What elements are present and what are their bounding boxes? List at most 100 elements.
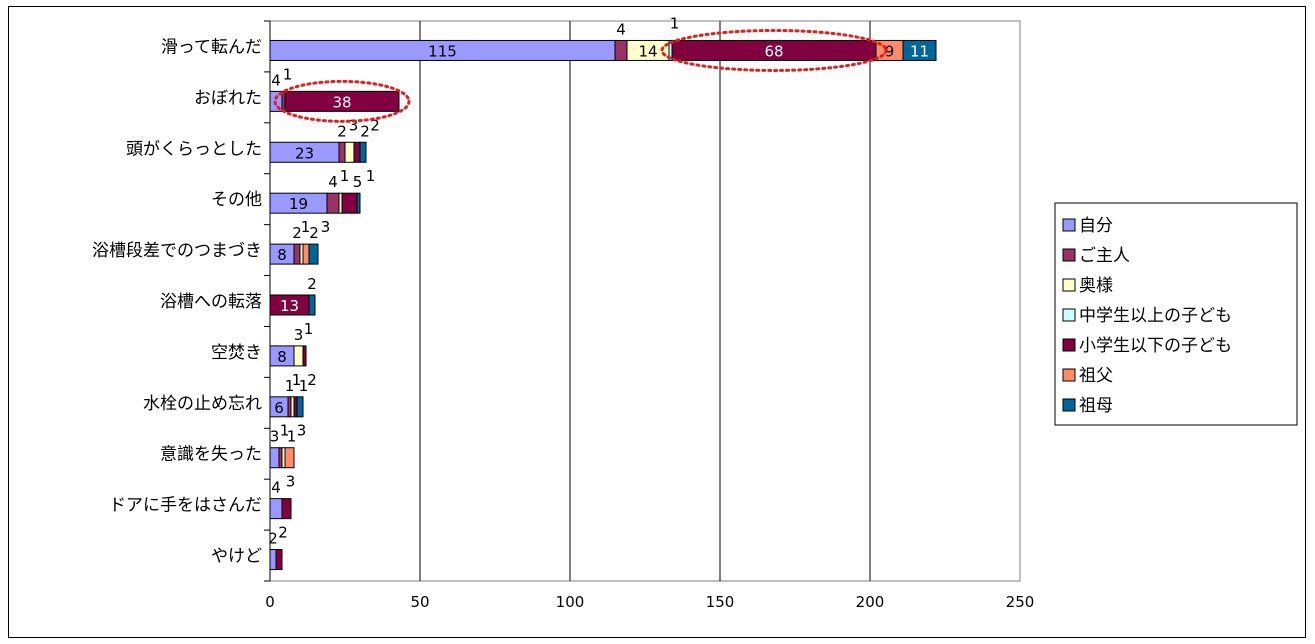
legend-swatch xyxy=(1062,278,1076,292)
legend-label: 自分 xyxy=(1079,216,1113,236)
data-label: 1 xyxy=(304,320,314,338)
x-tick-label: 250 xyxy=(1006,593,1035,611)
bar-segment xyxy=(356,192,361,214)
data-label: 9 xyxy=(885,42,895,60)
legend-label: 祖母 xyxy=(1079,396,1113,416)
data-label: 8 xyxy=(277,348,287,366)
data-label: 1 xyxy=(280,422,290,440)
legend-swatch xyxy=(1062,308,1076,322)
legend-swatch xyxy=(1062,368,1076,382)
bar-segment xyxy=(359,141,367,163)
x-tick-label: 150 xyxy=(706,593,735,611)
data-label: 1 xyxy=(299,377,309,395)
data-label: 1 xyxy=(366,167,376,185)
x-tick-label: 50 xyxy=(410,593,429,611)
bar-segment xyxy=(284,90,400,112)
data-label: 14 xyxy=(638,42,657,60)
bar-segment xyxy=(344,141,355,163)
data-label: 2 xyxy=(370,116,380,134)
data-label: 1 xyxy=(292,371,302,389)
data-label: 3 xyxy=(270,428,280,446)
bar-segment xyxy=(353,141,361,163)
bar-segment xyxy=(341,192,358,214)
data-label: 4 xyxy=(616,20,626,38)
legend-swatch xyxy=(1062,248,1076,262)
data-label: 2 xyxy=(292,224,302,242)
data-label: 3 xyxy=(297,422,307,440)
category-label: 水栓の止め忘れ xyxy=(143,394,262,414)
data-label: 1 xyxy=(287,428,297,446)
legend-swatch xyxy=(1062,338,1076,352)
bar-segment xyxy=(308,294,316,316)
bar-segment xyxy=(281,498,292,520)
legend-box xyxy=(1054,202,1298,426)
bar-segment xyxy=(296,396,304,418)
category-label: おぼれた xyxy=(194,88,262,108)
data-label: 1 xyxy=(301,218,311,236)
bar-segment xyxy=(275,549,283,571)
legend-label: ご主人 xyxy=(1079,246,1130,266)
legend-swatch xyxy=(1062,398,1076,412)
data-label: 3 xyxy=(349,116,359,134)
category-label: 浴槽への転落 xyxy=(160,292,262,312)
bar-segment xyxy=(293,243,301,265)
data-label: 2 xyxy=(360,122,370,140)
legend-label: 奥様 xyxy=(1079,276,1113,296)
highlight-ring xyxy=(660,28,888,72)
data-label: 6 xyxy=(274,399,284,417)
data-label: 2 xyxy=(309,224,319,242)
bar-segment xyxy=(269,549,277,571)
bar-segment xyxy=(326,192,340,214)
data-label: 3 xyxy=(321,218,331,236)
category-label: その他 xyxy=(211,190,262,210)
data-label: 5 xyxy=(353,173,363,191)
bar-segment xyxy=(269,447,280,469)
data-label: 2 xyxy=(307,275,317,293)
data-label: 19 xyxy=(289,195,308,213)
data-label: 115 xyxy=(428,42,457,60)
category-label: 浴槽段差でのつまづき xyxy=(92,241,262,261)
data-label: 4 xyxy=(328,173,338,191)
category-label: 滑って転んだ xyxy=(161,37,262,57)
data-label: 4 xyxy=(271,479,281,497)
category-label: 頭がくらっとした xyxy=(126,139,262,159)
category-label: 空焚き xyxy=(211,343,262,363)
x-tick-label: 200 xyxy=(856,593,885,611)
data-label: 4 xyxy=(271,71,281,89)
chart-frame: 0 50 100 150 200 250 滑って転んだ 115 4 14 1 68 9 11 おぼれた 4 1 3… xyxy=(8,6,1306,638)
legend-label: 中学生以上の子ども xyxy=(1079,306,1232,326)
data-label: 3 xyxy=(294,326,304,344)
bar-segment xyxy=(269,498,283,520)
data-label: 38 xyxy=(332,93,351,111)
data-label: 11 xyxy=(910,42,929,60)
bar-segment xyxy=(902,39,937,61)
data-label: 2 xyxy=(337,122,347,140)
x-tick-label: 100 xyxy=(556,593,585,611)
legend-label: 小学生以下の子ども xyxy=(1079,336,1232,356)
bar-segment xyxy=(293,345,304,367)
bar-segment xyxy=(338,141,346,163)
category-label: やけど xyxy=(211,547,262,567)
bar-segment xyxy=(302,345,307,367)
data-label: 2 xyxy=(307,371,317,389)
bar-segment xyxy=(284,447,295,469)
data-label: 1 xyxy=(285,377,295,395)
data-label: 1 xyxy=(283,65,293,83)
data-label: 3 xyxy=(286,473,296,491)
data-label: 23 xyxy=(295,144,314,162)
data-label: 1 xyxy=(670,14,680,32)
category-label: 意識を失った xyxy=(160,445,262,465)
data-label: 1 xyxy=(340,167,350,185)
data-label: 2 xyxy=(268,530,278,548)
legend-swatch xyxy=(1062,218,1076,232)
category-label: ドアに手をはさんだ xyxy=(109,496,262,516)
data-label: 2 xyxy=(278,524,288,542)
legend-label: 祖父 xyxy=(1079,366,1113,386)
highlight-ring xyxy=(273,79,411,123)
data-label: 8 xyxy=(277,246,287,264)
data-label: 13 xyxy=(280,297,299,315)
x-tick-label: 0 xyxy=(265,593,275,611)
bar-segment xyxy=(614,39,628,61)
bar-segment xyxy=(308,243,319,265)
